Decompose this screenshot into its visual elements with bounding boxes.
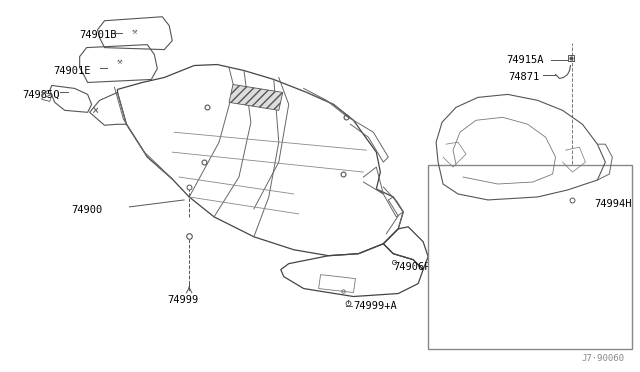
Text: 74985Q: 74985Q — [22, 89, 60, 99]
Polygon shape — [229, 84, 283, 110]
Text: 74871: 74871 — [508, 73, 539, 83]
Text: 74999: 74999 — [167, 295, 198, 305]
Text: ⚒: ⚒ — [132, 30, 137, 35]
Text: ⚒: ⚒ — [116, 60, 122, 65]
Text: 74901B: 74901B — [79, 30, 117, 40]
Text: 74994H: 74994H — [595, 199, 632, 209]
Text: 74915A: 74915A — [506, 55, 543, 65]
Bar — [428, 165, 632, 349]
Text: 74901E: 74901E — [54, 65, 92, 76]
Text: J7·90060: J7·90060 — [581, 354, 624, 363]
Text: 74906P: 74906P — [393, 262, 431, 272]
Text: 74900: 74900 — [72, 205, 103, 215]
Text: 74999+A: 74999+A — [353, 301, 397, 311]
